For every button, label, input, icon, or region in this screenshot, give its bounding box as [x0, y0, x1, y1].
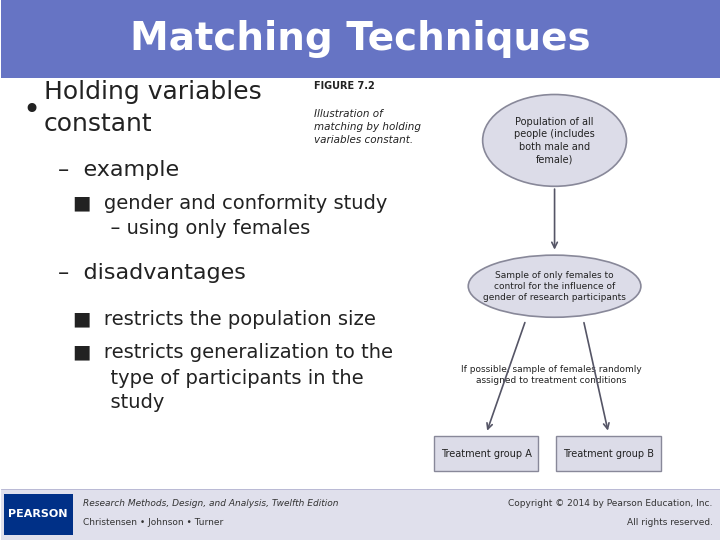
Text: •: • — [22, 96, 40, 125]
Ellipse shape — [468, 255, 641, 318]
Text: Population of all
people (includes
both male and
female): Population of all people (includes both … — [514, 117, 595, 164]
Text: Holding variables
constant: Holding variables constant — [44, 80, 261, 136]
Text: ■  restricts generalization to the
      type of participants in the
      study: ■ restricts generalization to the type o… — [73, 343, 392, 413]
FancyBboxPatch shape — [1, 0, 720, 78]
FancyBboxPatch shape — [4, 494, 73, 535]
Text: Matching Techniques: Matching Techniques — [130, 21, 590, 58]
Text: All rights reserved.: All rights reserved. — [627, 518, 713, 527]
Text: If possible, sample of females randomly
assigned to treatment conditions: If possible, sample of females randomly … — [461, 365, 642, 386]
Text: Christensen • Johnson • Turner: Christensen • Johnson • Turner — [84, 518, 224, 527]
FancyBboxPatch shape — [557, 436, 661, 471]
Text: Copyright © 2014 by Pearson Education, Inc.: Copyright © 2014 by Pearson Education, I… — [508, 499, 713, 508]
Text: Treatment group B: Treatment group B — [563, 449, 654, 458]
Text: ■  restricts the population size: ■ restricts the population size — [73, 310, 376, 329]
Text: Research Methods, Design, and Analysis, Twelfth Edition: Research Methods, Design, and Analysis, … — [84, 499, 339, 508]
Text: ■  gender and conformity study
      – using only females: ■ gender and conformity study – using on… — [73, 194, 387, 238]
FancyBboxPatch shape — [1, 489, 720, 540]
Text: –  example: – example — [58, 160, 179, 180]
Ellipse shape — [482, 94, 626, 186]
Text: Treatment group A: Treatment group A — [441, 449, 531, 458]
FancyBboxPatch shape — [434, 436, 539, 471]
Text: Sample of only females to
control for the influence of
gender of research partic: Sample of only females to control for th… — [483, 271, 626, 302]
Text: Illustration of
matching by holding
variables constant.: Illustration of matching by holding vari… — [314, 109, 420, 145]
Text: FIGURE 7.2: FIGURE 7.2 — [314, 82, 374, 91]
Text: –  disadvantages: – disadvantages — [58, 262, 246, 283]
Text: PEARSON: PEARSON — [9, 509, 68, 519]
